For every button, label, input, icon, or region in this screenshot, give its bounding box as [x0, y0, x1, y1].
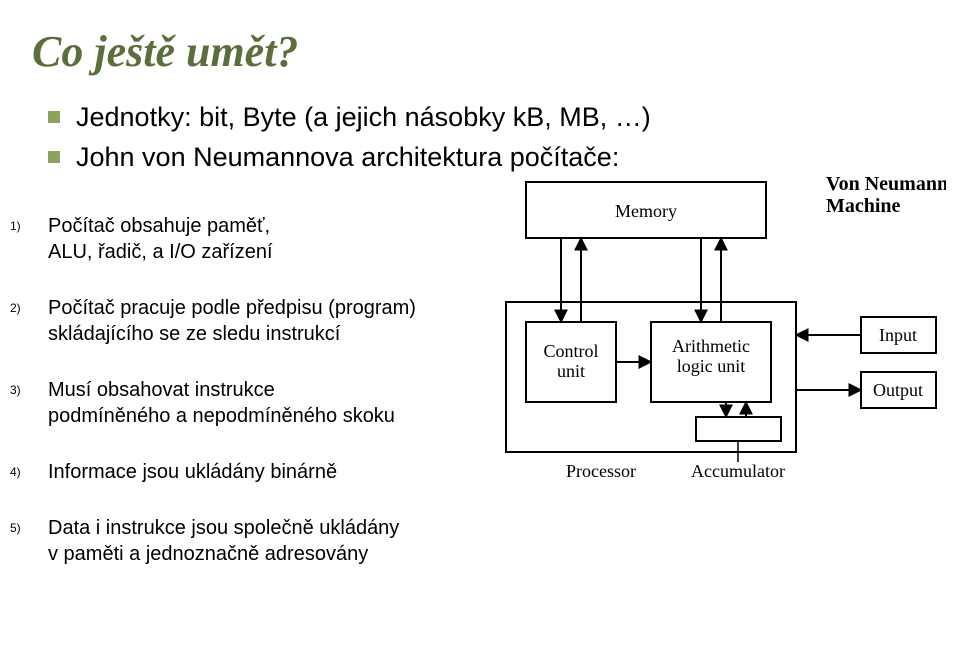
item-text: Počítač obsahuje paměť,ALU, řadič, a I/O…: [48, 213, 273, 265]
bullet-square-icon: [48, 151, 60, 163]
memory-label: Memory: [615, 201, 677, 221]
item-number: 4): [10, 465, 34, 479]
item-text: Počítač pracuje podle předpisu (program)…: [48, 295, 416, 347]
bullet-item: John von Neumannova architektura počítač…: [48, 141, 950, 175]
output-label: Output: [873, 380, 923, 400]
item-number: 2): [10, 301, 34, 315]
alu-label1: Arithmetic: [672, 336, 750, 356]
list-item: 5) Data i instrukce jsou společně ukládá…: [10, 515, 950, 567]
accumulator-label: Accumulator: [691, 461, 785, 481]
bullet-item: Jednotky: bit, Byte (a jejich násobky kB…: [48, 101, 950, 135]
control-unit-label2: unit: [557, 361, 585, 381]
alu-label2: logic unit: [677, 356, 746, 376]
bullet-list: Jednotky: bit, Byte (a jejich násobky kB…: [48, 101, 950, 175]
vn-title-line2: Machine: [826, 195, 901, 217]
diagram-svg: Von Neumann Machine Memory Control unit …: [476, 172, 946, 512]
slide-page: Co ještě umět? Jednotky: bit, Byte (a je…: [0, 0, 960, 655]
processor-label: Processor: [566, 461, 636, 481]
control-unit-label1: Control: [543, 341, 598, 361]
page-title: Co ještě umět?: [32, 26, 950, 77]
vn-title-line1: Von Neumann: [826, 173, 946, 195]
item-number: 1): [10, 219, 34, 233]
von-neumann-diagram: Von Neumann Machine Memory Control unit …: [476, 172, 946, 512]
bullet-text: John von Neumannova architektura počítač…: [76, 141, 619, 175]
bullet-text: Jednotky: bit, Byte (a jejich násobky kB…: [76, 101, 651, 135]
item-text: Informace jsou ukládány binárně: [48, 459, 337, 485]
accumulator-box: [696, 417, 781, 441]
item-number: 5): [10, 521, 34, 535]
item-text: Musí obsahovat instrukcepodmíněného a ne…: [48, 377, 395, 429]
item-text: Data i instrukce jsou společně ukládányv…: [48, 515, 399, 567]
item-number: 3): [10, 383, 34, 397]
bullet-square-icon: [48, 111, 60, 123]
input-label: Input: [879, 325, 917, 345]
